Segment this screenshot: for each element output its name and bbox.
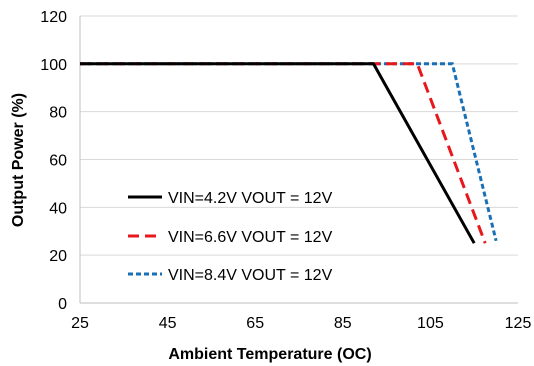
x-tick-label-105: 105 <box>417 315 444 332</box>
x-tick-label-85: 85 <box>334 315 352 332</box>
series <box>80 62 498 244</box>
x-tick-label-65: 65 <box>246 315 264 332</box>
series-line-1 <box>80 62 476 244</box>
y-tick-label-0: 0 <box>58 296 67 313</box>
legend-label-1: VIN=4.2V VOUT = 12V <box>168 190 333 207</box>
y-tick-label-60: 60 <box>49 153 67 170</box>
y-tick-label-120: 120 <box>40 9 67 26</box>
y-tick-label-100: 100 <box>40 57 67 74</box>
legend: VIN=4.2V VOUT = 12V VIN=6.6V VOUT = 12V VI… <box>128 190 333 284</box>
y-axis-title: Output Power (%) <box>10 93 27 227</box>
x-axis-title: Ambient Temperature (OC) <box>168 346 371 363</box>
grid <box>80 15 518 256</box>
series-line-3 <box>80 62 498 242</box>
y-tick-label-80: 80 <box>49 105 67 122</box>
tick-labels: 0 20 40 60 80 100 120 25 45 65 85 105 125 <box>40 9 531 332</box>
x-tick-label-125: 125 <box>505 315 532 332</box>
x-tick-label-25: 25 <box>71 315 89 332</box>
y-tick-label-40: 40 <box>49 200 67 217</box>
legend-label-3: VIN=8.4V VOUT = 12V <box>168 267 333 284</box>
y-tick-label-20: 20 <box>49 248 67 265</box>
legend-label-2: VIN=6.6V VOUT = 12V <box>168 229 333 246</box>
x-tick-label-45: 45 <box>159 315 177 332</box>
